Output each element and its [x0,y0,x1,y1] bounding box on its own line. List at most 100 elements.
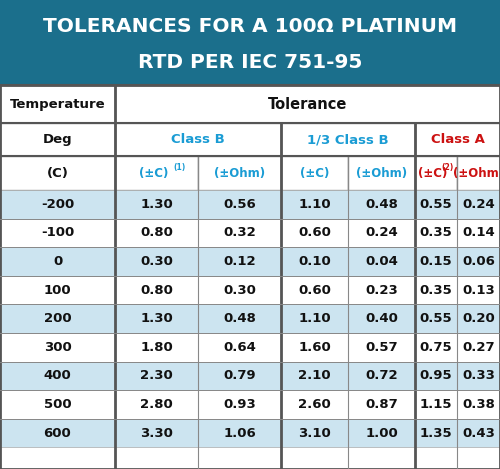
Text: TOLERANCES FOR A 100Ω PLATINUM: TOLERANCES FOR A 100Ω PLATINUM [43,16,457,36]
Text: 0.80: 0.80 [140,227,173,239]
Bar [415,419,457,447]
Text: -100: -100 [41,227,74,239]
Bar [0,156,115,190]
Text: 0.87: 0.87 [365,398,398,411]
Text: 0.30: 0.30 [223,284,256,296]
Bar [415,123,500,156]
Bar [0,362,115,390]
Text: 0.27: 0.27 [462,341,495,354]
Text: 0.24: 0.24 [365,227,398,239]
Bar [415,276,457,304]
Text: 0.93: 0.93 [223,398,256,411]
Text: 0.13: 0.13 [462,284,495,296]
Text: 0.10: 0.10 [298,255,331,268]
Bar [457,219,500,247]
Bar [457,156,500,190]
Bar [415,190,457,219]
Bar [281,190,348,219]
Text: 200: 200 [44,312,72,325]
Text: 0.79: 0.79 [223,370,256,382]
Text: 100: 100 [44,284,72,296]
Text: 0.40: 0.40 [365,312,398,325]
Text: 3.30: 3.30 [140,427,173,439]
Bar [198,390,281,419]
Bar [115,190,198,219]
Bar [115,247,198,276]
Text: (±C): (±C) [139,166,168,180]
Text: 0.35: 0.35 [420,227,452,239]
Text: 0.60: 0.60 [298,284,331,296]
Text: 0.32: 0.32 [223,227,256,239]
Bar [115,156,198,190]
Bar [348,156,415,190]
Bar [0,190,115,219]
Bar [457,190,500,219]
Bar [415,156,457,190]
Bar [0,85,500,469]
Text: 1.60: 1.60 [298,341,331,354]
Bar [348,333,415,362]
Bar [457,362,500,390]
Bar [415,247,457,276]
Text: Class A: Class A [430,133,484,146]
Bar [415,219,457,247]
Text: 0.20: 0.20 [462,312,495,325]
Bar [348,419,415,447]
Bar [198,190,281,219]
Bar [457,390,500,419]
Text: 0.06: 0.06 [462,255,495,268]
Text: 0.33: 0.33 [462,370,495,382]
Bar [0,219,115,247]
Bar [348,247,415,276]
Text: 0.55: 0.55 [420,312,452,325]
Bar [0,419,115,447]
Bar [0,123,115,156]
Bar [198,156,281,190]
Bar [198,247,281,276]
Text: 0.43: 0.43 [462,427,495,439]
Text: 300: 300 [44,341,72,354]
Bar [0,276,115,304]
Text: 0.35: 0.35 [420,284,452,296]
Text: 0.56: 0.56 [223,198,256,211]
Text: 1/3 Class B: 1/3 Class B [307,133,389,146]
Bar [457,333,500,362]
Bar [198,219,281,247]
Bar [348,304,415,333]
Bar [198,419,281,447]
Text: -200: -200 [41,198,74,211]
Bar [415,390,457,419]
Bar [0,333,115,362]
Bar [281,362,348,390]
Text: 500: 500 [44,398,72,411]
Text: 0.60: 0.60 [298,227,331,239]
Text: 0.30: 0.30 [140,255,173,268]
Text: (±Ohm): (±Ohm) [356,166,407,180]
Text: Deg: Deg [42,133,72,146]
Text: 0.12: 0.12 [223,255,256,268]
Text: RTD PER IEC 751-95: RTD PER IEC 751-95 [138,53,362,71]
Bar [348,276,415,304]
Bar [348,362,415,390]
Text: 1.15: 1.15 [420,398,452,411]
Bar [348,190,415,219]
Text: 0.04: 0.04 [365,255,398,268]
Bar [198,276,281,304]
Text: 1.10: 1.10 [298,312,331,325]
Text: 0.23: 0.23 [365,284,398,296]
Text: 0.55: 0.55 [420,198,452,211]
Text: 0.38: 0.38 [462,398,495,411]
Bar [415,362,457,390]
Text: 0.72: 0.72 [365,370,398,382]
Bar [457,247,500,276]
Bar [115,219,198,247]
Bar [281,390,348,419]
Bar [0,390,115,419]
Text: 0.15: 0.15 [420,255,452,268]
Text: 0.64: 0.64 [223,341,256,354]
Bar [281,156,348,190]
Bar [348,390,415,419]
Text: (1): (1) [174,162,186,172]
Bar [415,333,457,362]
Bar [415,304,457,333]
